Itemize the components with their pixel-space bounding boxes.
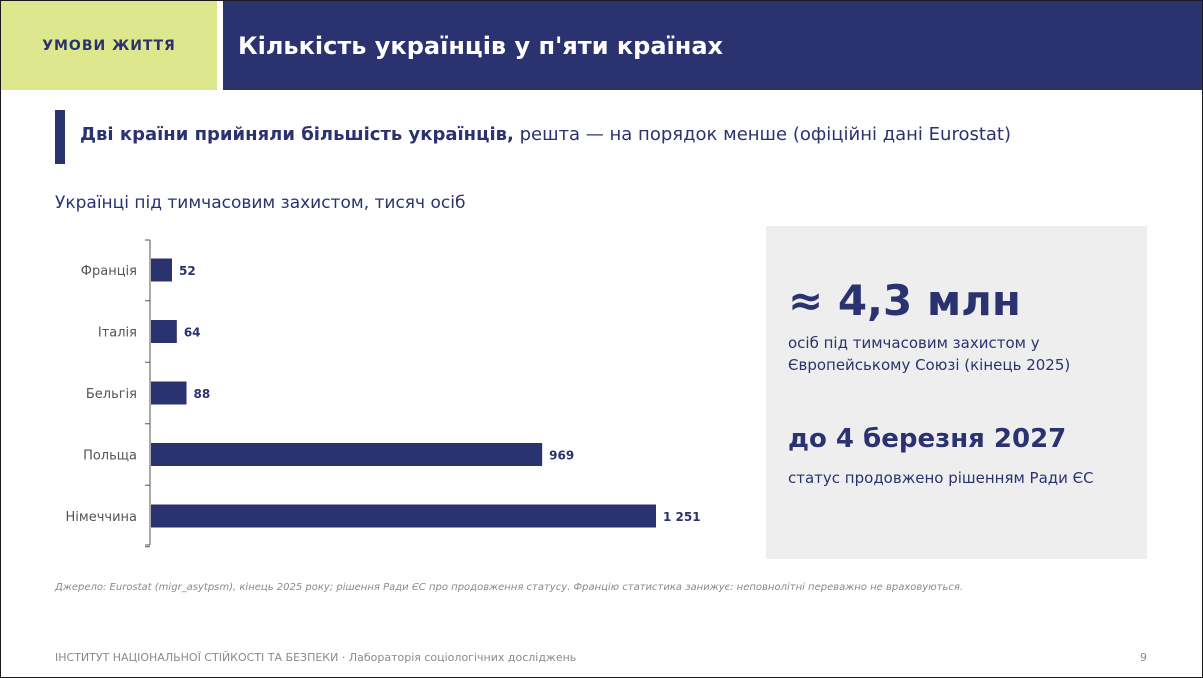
bar-3 [151,381,187,405]
category-label: Бельгія [86,387,137,402]
category-label: Польща [83,449,137,464]
page-title: Кількість українців у п'яти країнах [238,31,724,60]
bar-1 [151,258,172,282]
chart-title: Українці під тимчасовим захистом, тисяч … [55,193,466,213]
category-label: Німеччина [66,510,137,525]
subtitle: Дві країни прийняли більшість українців,… [80,124,1011,145]
stat-date-description: статус продовжено рішенням Ради ЄС [788,469,1094,487]
subtitle-bold: Дві країни прийняли більшість українців, [80,124,514,145]
footer-org: ІНСТИТУТ НАЦІОНАЛЬНОЇ СТІЙКОСТІ ТА БЕЗПЕ… [55,651,577,664]
subtitle-accent-bar [55,110,65,164]
value-label: 1 251 [663,510,701,524]
stat-big-number: ≈ 4,3 млн [788,276,1021,325]
stat-date: до 4 березня 2027 [788,424,1067,454]
stat-big-description: осіб під тимчасовим захистом у Європейсь… [788,334,1071,374]
value-label: 64 [184,326,201,340]
category-label: Франція [81,264,137,279]
page-number: 9 [1140,651,1147,664]
bar-4 [151,443,543,466]
subtitle-rest: решта — на порядок менше (офіційні дані … [513,124,1012,145]
value-label: 88 [194,387,211,401]
bar-chart: Франція 52 Італія 64 Бельгія 88 Польща 969 Німеч… [66,239,701,548]
category-label: Італія [98,326,137,341]
stat-panel: ≈ 4,3 млн осіб під тимчасовим захистом у… [766,226,1147,559]
source-note: Джерело: Eurostat (migr_asytpsm), кінець… [55,582,964,593]
section-tag: УМОВИ ЖИТТЯ [1,1,217,90]
title-bar: Кількість українців у п'яти країнах [223,1,1202,90]
bar-2 [151,320,177,343]
bar-5 [151,504,656,528]
value-label: 969 [549,449,574,463]
value-label: 52 [179,264,196,278]
